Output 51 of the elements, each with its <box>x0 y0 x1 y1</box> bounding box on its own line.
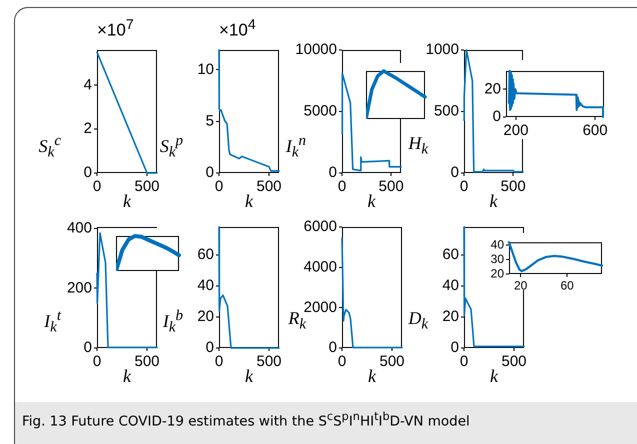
y-tick-label: 20 <box>484 80 501 98</box>
text: ×10$^{4}$ <box>219 17 256 41</box>
x-axis-title: k <box>368 190 376 211</box>
x-tick-label: 500 <box>256 178 282 196</box>
y-tick-label: 20 <box>442 308 459 326</box>
y-tick-label: 4 <box>84 76 92 94</box>
text: Fig. 13 Future COVID-19 estimates with the S$^{c}$S$^{p}$I$^{n}$HI$^{t}$I$^{b}$D-VN model <box>22 410 470 430</box>
y-tick-label: 0 <box>328 164 337 182</box>
y-tick-label: 0 <box>450 339 459 356</box>
x-tick-label: 500 <box>134 353 160 370</box>
y-tick-label: 20 <box>197 308 214 326</box>
x-axis-title: k <box>123 190 132 211</box>
x-axis-title: k <box>490 190 498 211</box>
y-tick-label: 5000 <box>304 102 337 120</box>
y-tick-label: 5 <box>206 112 214 130</box>
y-tick-label: 30 <box>490 252 504 266</box>
x-axis-title: k <box>490 366 499 386</box>
x-axis-title: k <box>245 190 254 211</box>
y-axis-title: D$_{k}$ <box>408 308 428 334</box>
x-axis-title: k <box>123 366 132 386</box>
x-tick-label: 500 <box>379 353 405 370</box>
y-tick-label: 1000 <box>426 41 459 58</box>
y-tick-label: 0 <box>328 339 337 356</box>
y-tick-label: 40 <box>490 237 504 252</box>
x-tick-label: 500 <box>256 353 282 370</box>
text: ×10$^{7}$ <box>97 17 134 41</box>
y-tick-label: 40 <box>442 277 459 294</box>
y-axis-title: H$_{k}$ <box>408 133 428 159</box>
y-tick-label: 0 <box>84 164 92 182</box>
y-tick-label: 500 <box>434 102 459 120</box>
y-tick-label: 0 <box>84 339 92 356</box>
y-tick-label: 40 <box>197 277 214 294</box>
x-axis-title: k <box>245 366 254 386</box>
y-tick-label: 0 <box>206 164 214 182</box>
y-tick-label: 0 <box>450 164 459 182</box>
x-tick-label: 500 <box>378 178 404 196</box>
y-tick-label: 20 <box>490 266 504 280</box>
y-tick-label: 0 <box>206 339 214 356</box>
y-tick-label: 10 <box>197 60 214 78</box>
x-axis-title: k <box>368 366 377 386</box>
y-tick-label: 400 <box>66 220 92 237</box>
y-tick-label: 2000 <box>304 298 337 316</box>
y-tick-label: 2 <box>84 120 92 138</box>
x-tick-label: 600 <box>582 122 608 140</box>
y-tick-label: 60 <box>442 246 459 264</box>
y-tick-label: 60 <box>197 246 214 264</box>
y-tick-label: 10000 <box>295 41 337 58</box>
x-tick-label: 500 <box>134 178 160 196</box>
y-tick-label: 4000 <box>304 258 337 276</box>
y-tick-label: 6000 <box>304 218 337 236</box>
y-tick-label: 0 <box>492 108 501 126</box>
